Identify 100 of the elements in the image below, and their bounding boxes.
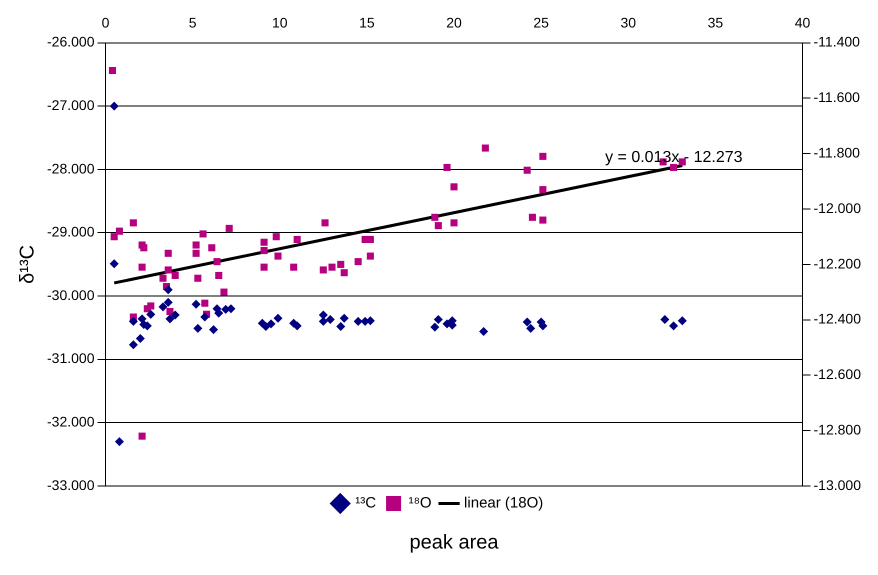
y-tick-label: -29.000 — [47, 224, 95, 240]
point — [213, 258, 221, 266]
point — [165, 314, 174, 324]
point — [158, 302, 168, 312]
point — [539, 152, 546, 160]
point — [320, 266, 327, 274]
point — [539, 216, 546, 224]
x-tick-label: 15 — [359, 14, 375, 30]
point — [526, 324, 536, 333]
x-tick-label: 5 — [188, 14, 197, 30]
point — [326, 314, 335, 324]
x-tick-label: 40 — [794, 14, 811, 30]
y2-tick-label: -11.400 — [814, 34, 860, 50]
point — [366, 236, 374, 244]
point — [192, 300, 201, 309]
point — [201, 300, 208, 307]
point — [164, 298, 173, 307]
y2-tick-label: -12.400 — [814, 310, 862, 327]
point — [110, 259, 119, 268]
point — [209, 325, 218, 334]
point — [274, 314, 282, 323]
legend-label: ¹³C — [355, 494, 376, 512]
point — [322, 219, 329, 226]
x-axis-title: peak area — [410, 532, 500, 554]
point — [138, 264, 146, 271]
point — [524, 166, 531, 174]
point — [208, 244, 216, 252]
point — [192, 241, 200, 249]
point — [328, 264, 336, 271]
y-tick-label: -33.000 — [47, 476, 95, 493]
point — [443, 164, 451, 171]
y2-tick-label: -12.800 — [814, 421, 862, 438]
point — [340, 269, 348, 276]
y2-tick-label: -13.000 — [814, 476, 862, 493]
point — [192, 250, 200, 257]
x-tick-label: 35 — [708, 14, 724, 30]
point — [140, 244, 148, 252]
x-tick-label: 0 — [102, 14, 110, 30]
point — [669, 321, 678, 330]
point — [434, 222, 442, 230]
y2-tick-label: -11.800 — [814, 144, 860, 160]
y-tick-label: -32.000 — [47, 414, 95, 430]
point — [166, 308, 174, 316]
point — [678, 158, 686, 166]
x-tick-label: 20 — [446, 14, 462, 30]
point — [128, 316, 138, 326]
point — [340, 314, 349, 323]
point — [200, 312, 210, 322]
point — [128, 340, 138, 350]
y-tick-label: -28.000 — [47, 160, 95, 176]
point — [337, 260, 344, 268]
point — [670, 164, 678, 171]
point — [108, 66, 116, 74]
point — [260, 264, 268, 271]
point — [274, 252, 282, 260]
y-tick-label: -30.000 — [47, 286, 95, 303]
point — [450, 219, 458, 226]
legend-label: linear (18O) — [464, 494, 544, 512]
point — [430, 322, 440, 332]
point — [522, 318, 532, 327]
point — [194, 274, 202, 282]
point — [164, 285, 173, 294]
point — [138, 432, 146, 440]
point — [678, 316, 687, 326]
point — [114, 437, 124, 446]
legend-label: ¹⁸O — [408, 494, 432, 512]
point — [354, 316, 363, 326]
point — [220, 288, 228, 296]
point — [215, 272, 222, 280]
point — [482, 144, 489, 152]
point — [294, 236, 301, 244]
point — [136, 334, 145, 343]
point — [260, 247, 268, 254]
point — [116, 228, 123, 235]
point — [272, 233, 280, 240]
y2-tick-label: -12.600 — [814, 366, 862, 382]
y-tick-label: -27.000 — [47, 96, 95, 113]
point — [366, 252, 374, 260]
point — [164, 250, 172, 257]
point — [479, 327, 488, 336]
x-tick-label: 25 — [533, 14, 550, 30]
point — [138, 314, 147, 324]
y-axis-title: δ¹³C — [16, 244, 39, 284]
point — [539, 186, 546, 194]
point — [431, 214, 438, 221]
point — [147, 302, 154, 310]
point — [159, 274, 167, 282]
y2-tick-label: -12.200 — [814, 255, 862, 272]
point — [170, 310, 180, 320]
point — [290, 264, 298, 271]
point — [528, 214, 536, 221]
point — [450, 183, 458, 190]
point — [172, 272, 179, 280]
point — [434, 314, 443, 324]
x-tick-label: 10 — [272, 14, 288, 30]
point — [266, 319, 276, 328]
y2-tick-label: -11.600 — [814, 89, 860, 106]
point — [226, 224, 233, 232]
point — [130, 219, 137, 226]
y-tick-label: -26.000 — [47, 34, 95, 50]
